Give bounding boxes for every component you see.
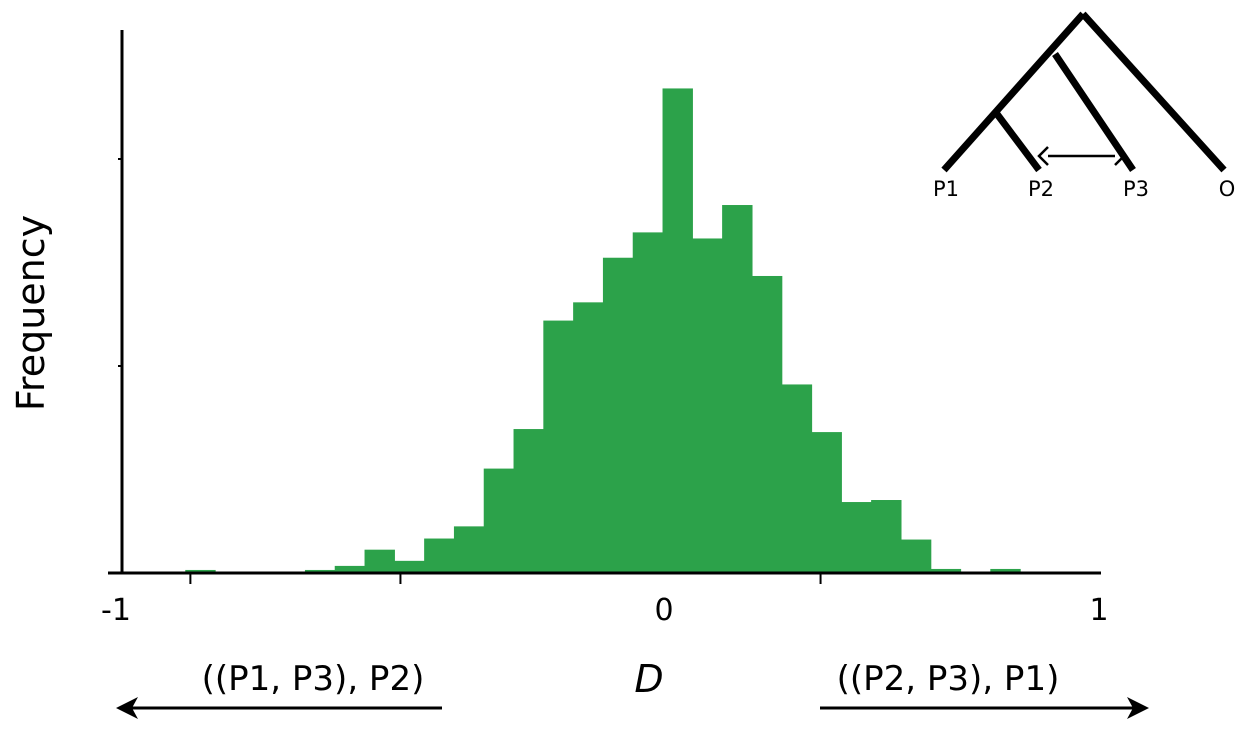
tree-root-to-outgroup — [1080, 11, 1227, 173]
histogram-bar — [841, 502, 872, 573]
histogram-bar — [692, 238, 723, 573]
histogram-bar — [513, 429, 544, 573]
tree-branch-to-p2 — [994, 111, 1042, 173]
gene-flow-arrow — [1037, 146, 1126, 166]
histogram-bar — [900, 539, 932, 573]
histogram-bar — [364, 549, 395, 573]
histogram-bar — [930, 568, 962, 573]
histogram-bar — [811, 432, 842, 573]
x-tick-label-max: 1 — [1089, 593, 1108, 628]
histogram-bar — [543, 320, 574, 573]
histogram-bar — [334, 565, 366, 573]
x-tick-label-min: -1 — [101, 593, 131, 628]
histogram-bar — [662, 88, 693, 573]
tree-leaf-p2: P2 — [1028, 177, 1054, 201]
histogram-bar — [781, 384, 813, 573]
histogram-bar — [483, 468, 515, 573]
histogram-bar — [990, 568, 1021, 573]
right-arrow — [820, 697, 1149, 719]
tree-leaf-p1: P1 — [933, 177, 959, 201]
histogram-bar — [871, 500, 902, 573]
histogram-bars — [185, 88, 1021, 573]
x-tick-label-zero: 0 — [654, 593, 673, 628]
tree-leaf-outgroup: O — [1219, 177, 1236, 201]
histogram-bar — [424, 538, 455, 573]
histogram-bar — [573, 302, 604, 573]
tree-leaf-p3: P3 — [1123, 177, 1149, 201]
left-arrow — [116, 697, 442, 719]
histogram-bar — [602, 257, 634, 573]
tree-root-to-p1 — [941, 11, 1086, 173]
histogram-bar — [304, 569, 336, 573]
right-topology-label: ((P2, P3), P1) — [837, 659, 1060, 699]
histogram-bar — [453, 526, 485, 573]
axes — [108, 30, 1101, 584]
phylogenetic-tree-inset — [941, 11, 1227, 173]
left-topology-label: ((P1, P3), P2) — [202, 659, 425, 699]
histogram-bar — [722, 205, 753, 573]
histogram-bar — [632, 232, 664, 573]
histogram-bar — [185, 569, 216, 573]
histogram-bar — [394, 560, 425, 573]
x-axis-title: D — [634, 657, 663, 701]
y-axis-title: Frequency — [9, 215, 53, 411]
histogram-bar — [751, 275, 783, 573]
